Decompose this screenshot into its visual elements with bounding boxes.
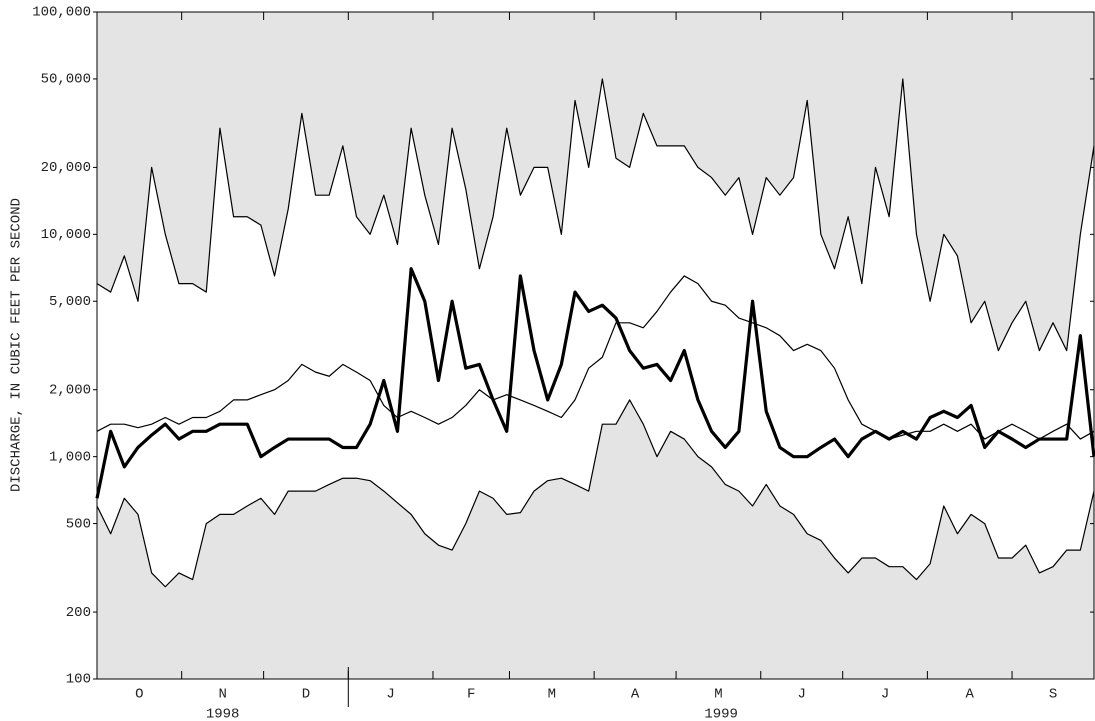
year-label: 1998 — [206, 707, 240, 721]
month-label: J — [386, 687, 394, 703]
month-label: S — [1049, 687, 1057, 703]
year-label: 1999 — [704, 707, 738, 721]
y-tick-label: 200 — [66, 605, 91, 621]
month-label: D — [302, 687, 310, 703]
month-label: A — [966, 687, 975, 703]
y-tick-label: 50,000 — [41, 72, 91, 88]
y-tick-label: 500 — [66, 516, 91, 532]
month-label: J — [881, 687, 889, 703]
series-line — [96, 275, 1095, 440]
month-label: J — [798, 687, 806, 703]
series-line — [96, 78, 1095, 352]
month-label: A — [631, 687, 640, 703]
month-label: M — [714, 687, 722, 703]
month-label: M — [548, 687, 556, 703]
y-tick-label: 2,000 — [49, 382, 91, 398]
month-label: N — [218, 687, 226, 703]
y-tick-label: 10,000 — [41, 227, 91, 243]
y-tick-label: 1,000 — [49, 449, 91, 465]
range-band — [97, 78, 1094, 587]
month-label: F — [467, 687, 475, 703]
series-line — [96, 399, 1095, 588]
y-axis-label: DISCHARGE, IN CUBIC FEET PER SECOND — [9, 198, 25, 492]
plot-frame — [96, 11, 1095, 680]
y-tick-label: 100,000 — [32, 5, 91, 21]
y-tick-label: 100 — [66, 672, 91, 688]
y-tick-label: 20,000 — [41, 160, 91, 176]
month-label: O — [135, 687, 143, 703]
y-tick-label: 5,000 — [49, 294, 91, 310]
series-line — [95, 267, 1095, 499]
